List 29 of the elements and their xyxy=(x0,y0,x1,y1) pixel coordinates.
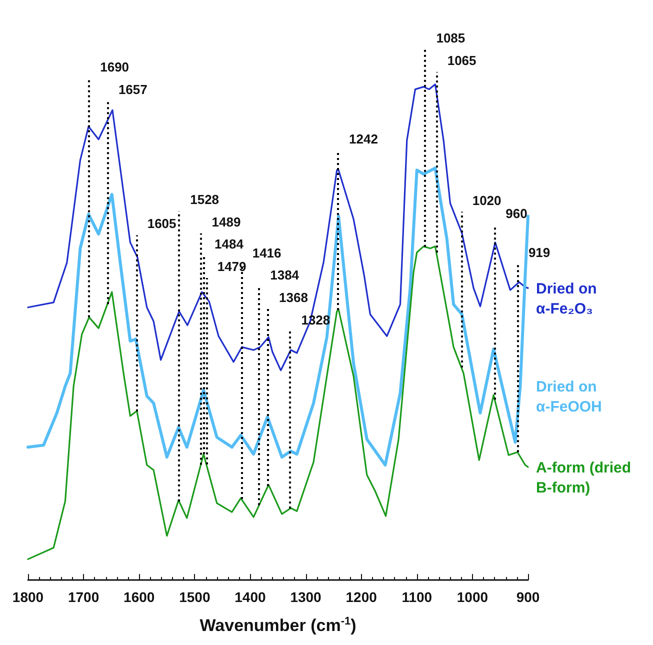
ref-line-label: 1484 xyxy=(214,236,244,252)
x-tick-label: 1600 xyxy=(124,589,155,605)
ref-line-label: 1065 xyxy=(447,52,476,68)
x-tick-label: 1500 xyxy=(179,589,210,605)
ref-line-label: 1384 xyxy=(270,268,300,283)
ref-line-label: 1528 xyxy=(190,192,220,208)
x-tick-label: 1100 xyxy=(402,589,432,605)
ref-line-label: 1368 xyxy=(279,290,308,306)
x-tick-label: 1800 xyxy=(12,589,44,605)
ref-line-label: 1489 xyxy=(212,214,241,230)
series-label: Dried on α-FeOOH xyxy=(536,378,602,416)
series-label: A-form (dried B-form) xyxy=(536,459,631,496)
ref-line-label: 1085 xyxy=(436,30,466,46)
ref-line-label: 1690 xyxy=(100,60,130,75)
ref-line-label: 1416 xyxy=(252,245,282,260)
x-tick-label: 1300 xyxy=(290,589,322,605)
ref-line-label: 919 xyxy=(528,244,550,260)
ref-line-label: 1242 xyxy=(349,131,378,146)
ref-line-label: 1020 xyxy=(472,192,502,208)
ref-line-label: 1479 xyxy=(217,258,246,274)
x-tick-label: 900 xyxy=(516,589,540,605)
ref-line-label: 1657 xyxy=(118,82,148,97)
x-tick-label: 1700 xyxy=(68,589,100,605)
x-tick-label: 1200 xyxy=(346,589,378,605)
x-tick-label: 1400 xyxy=(234,589,266,605)
x-tick-label: 1000 xyxy=(456,589,488,605)
series-label: Dried on α-Fe₂O₃ xyxy=(536,280,597,318)
ref-line-label: 960 xyxy=(506,206,528,222)
ref-line-label: 1605 xyxy=(147,216,176,232)
